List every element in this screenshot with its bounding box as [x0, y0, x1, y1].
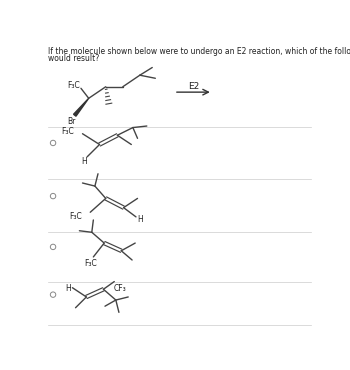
Text: H: H	[66, 284, 71, 293]
Text: F₃C: F₃C	[84, 259, 97, 268]
Text: H: H	[138, 215, 144, 224]
Text: CF₃: CF₃	[113, 284, 126, 293]
Text: H: H	[81, 157, 87, 166]
Text: E2: E2	[188, 82, 199, 91]
Text: F₃C: F₃C	[67, 81, 79, 90]
Text: If the molecule shown below were to undergo an E2 reaction, which of the followi: If the molecule shown below were to unde…	[48, 47, 350, 57]
Text: F₃C: F₃C	[69, 212, 82, 221]
Text: would result?: would result?	[48, 54, 99, 63]
Text: Br: Br	[68, 117, 76, 126]
Text: F₃C: F₃C	[61, 127, 74, 136]
Polygon shape	[74, 98, 89, 116]
